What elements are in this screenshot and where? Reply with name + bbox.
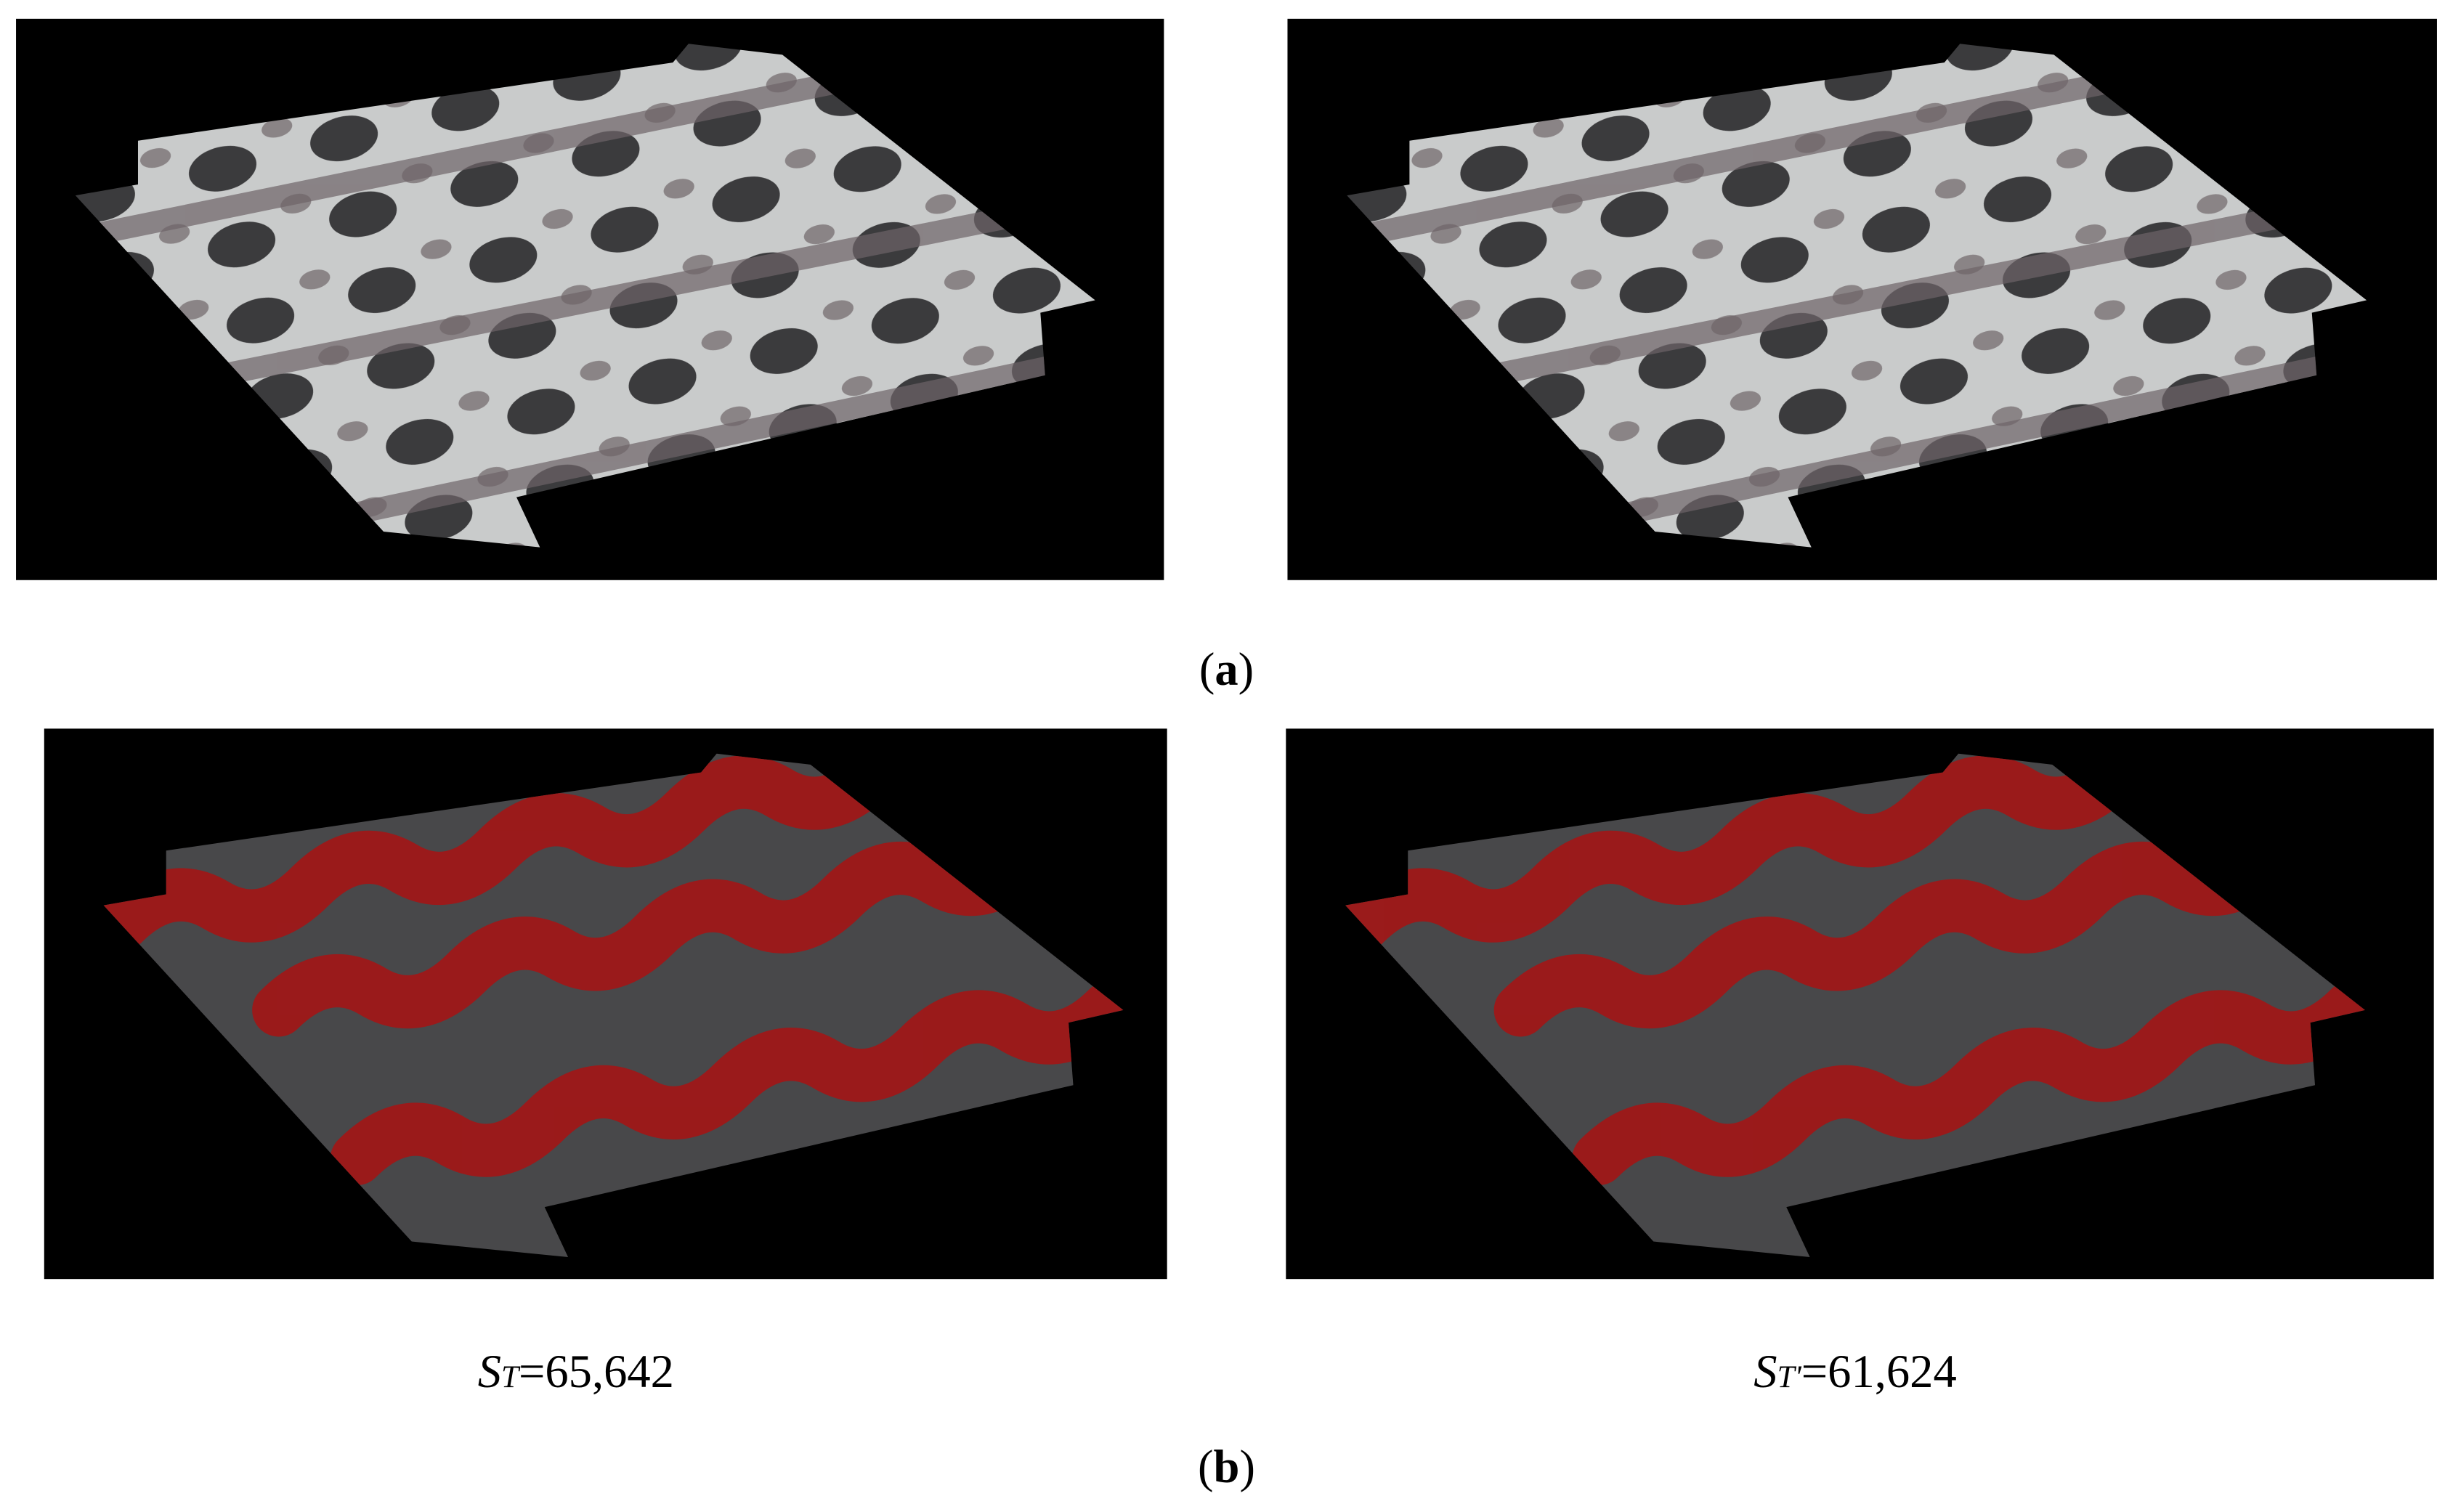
- paren: (: [1199, 643, 1215, 696]
- paren: ): [1239, 1440, 1255, 1493]
- letter: b: [1214, 1440, 1240, 1492]
- subscript: T': [1777, 1360, 1802, 1394]
- letter: a: [1215, 643, 1238, 695]
- value: =65,642: [519, 1345, 674, 1397]
- paren: (: [1198, 1440, 1214, 1493]
- symbol: S: [1753, 1345, 1777, 1397]
- caption: ST=65,642: [478, 1345, 674, 1397]
- panel-label: (b): [1198, 1440, 1255, 1493]
- panel-label: (a): [1199, 643, 1254, 696]
- paren: ): [1238, 643, 1254, 696]
- subscript: T: [501, 1360, 521, 1394]
- caption: ST'=61,624: [1753, 1345, 1956, 1397]
- symbol: S: [478, 1345, 501, 1397]
- value: =61,624: [1801, 1345, 1957, 1397]
